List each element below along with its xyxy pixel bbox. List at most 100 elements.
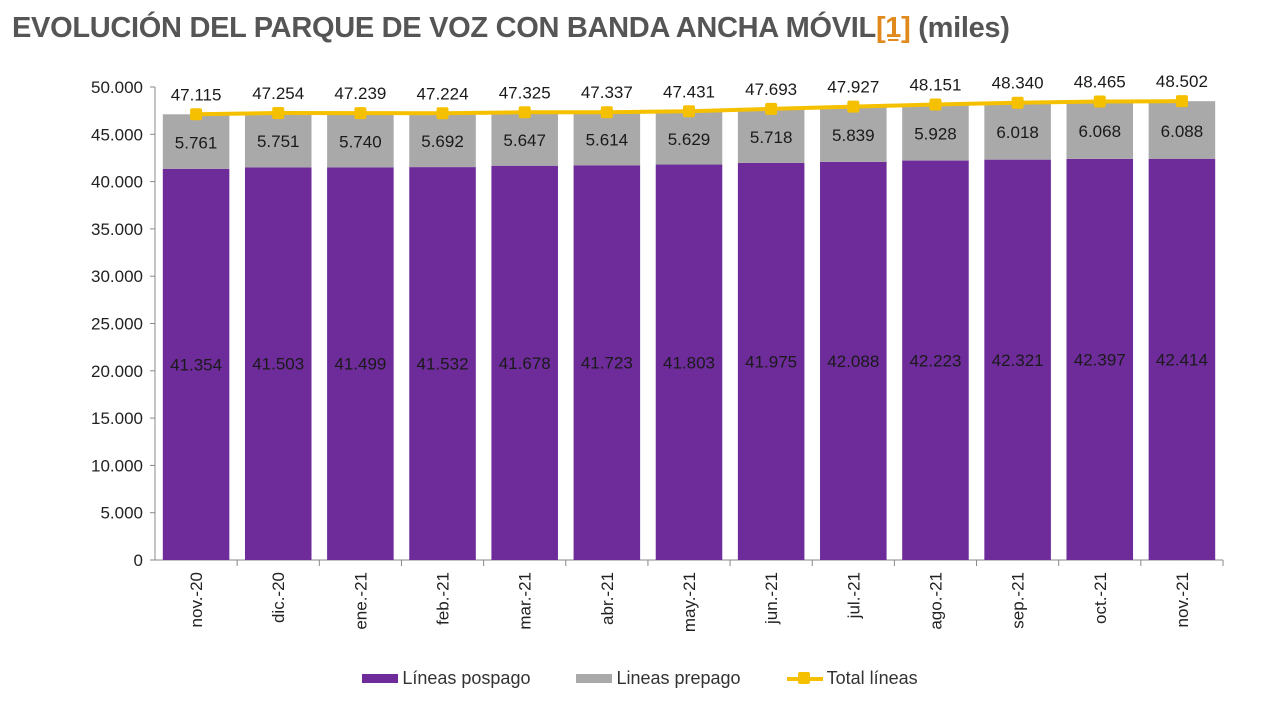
bar-pospago <box>737 162 805 560</box>
y-tick-label: 20.000 <box>91 362 143 381</box>
legend-item-total: Total líneas <box>786 668 918 689</box>
x-tick-label: mar.-21 <box>516 572 535 630</box>
legend-swatch-total <box>786 671 823 684</box>
data-label-pospago: 42.088 <box>827 352 879 371</box>
x-tick-label: jun.-21 <box>762 572 781 625</box>
footnote-link[interactable]: [1] <box>875 12 911 44</box>
x-tick-label: abr.-21 <box>598 572 617 625</box>
data-label-prepago: 5.740 <box>339 132 382 151</box>
bar-prepago <box>327 113 394 168</box>
data-label-pospago: 42.414 <box>1156 350 1208 369</box>
legend-label-prepago: Lineas prepago <box>616 668 741 688</box>
bar-prepago <box>1148 101 1216 159</box>
bar-pospago <box>244 167 312 560</box>
data-label-pospago: 41.532 <box>417 355 469 374</box>
data-label-total: 47.693 <box>745 80 797 99</box>
bar-prepago <box>902 104 969 161</box>
data-label-pospago: 41.499 <box>334 355 386 374</box>
data-label-prepago: 5.761 <box>175 134 218 153</box>
x-tick-label: ago.-21 <box>926 572 945 630</box>
bar-pospago <box>409 167 476 560</box>
chart-title: EVOLUCIÓN DEL PARQUE DE VOZ CON BANDA AN… <box>12 12 1010 45</box>
bar-prepago <box>162 114 230 169</box>
data-label-prepago: 5.718 <box>750 128 793 147</box>
data-label-total: 47.431 <box>663 82 715 101</box>
bar-prepago <box>491 112 558 166</box>
data-label-total: 47.224 <box>417 84 469 103</box>
bar-prepago <box>655 111 723 165</box>
data-label-prepago: 5.692 <box>421 132 464 151</box>
data-label-prepago: 5.647 <box>503 131 546 150</box>
data-label-pospago: 41.803 <box>663 353 715 372</box>
legend-item-pospago: Líneas pospago <box>362 668 530 689</box>
bar-prepago <box>409 113 476 168</box>
data-label-prepago: 5.839 <box>832 126 875 145</box>
bar-pospago <box>984 159 1051 560</box>
data-label-prepago: 5.629 <box>668 130 711 149</box>
legend-item-prepago: Lineas prepago <box>576 668 741 689</box>
data-label-pospago: 41.723 <box>581 354 633 373</box>
y-tick-label: 45.000 <box>91 125 143 144</box>
bar-prepago <box>573 112 641 166</box>
x-tick-label: ene.-21 <box>351 572 370 630</box>
total-marker <box>765 102 778 115</box>
bar-prepago <box>1066 101 1134 159</box>
bar-prepago <box>820 106 887 162</box>
data-label-pospago: 41.503 <box>252 355 304 374</box>
legend-swatch-pospago <box>362 674 399 683</box>
bar-pospago <box>573 165 641 560</box>
bar-pospago <box>820 161 887 560</box>
total-marker <box>272 106 285 119</box>
bar-pospago <box>902 160 969 560</box>
y-tick-label: 35.000 <box>91 220 143 239</box>
total-marker <box>1011 96 1024 109</box>
total-marker <box>1175 95 1188 108</box>
data-label-pospago: 42.397 <box>1074 350 1126 369</box>
bar-prepago <box>737 108 805 163</box>
data-label-pospago: 42.321 <box>992 351 1044 370</box>
total-marker <box>683 105 695 118</box>
data-label-pospago: 41.975 <box>745 352 797 371</box>
y-tick-label: 10.000 <box>91 456 143 475</box>
y-tick-label: 25.000 <box>91 315 143 334</box>
total-marker <box>354 107 367 120</box>
total-marker <box>847 100 860 113</box>
x-tick-label: oct.-21 <box>1091 572 1110 624</box>
chart-title-text: EVOLUCIÓN DEL PARQUE DE VOZ CON BANDA AN… <box>12 12 876 44</box>
data-label-total: 47.325 <box>499 83 551 102</box>
legend-swatch-prepago <box>576 674 613 683</box>
x-tick-label: may.-21 <box>680 572 699 632</box>
data-label-total: 47.254 <box>252 84 304 103</box>
data-label-total: 47.239 <box>334 84 386 103</box>
bar-prepago <box>984 102 1051 160</box>
x-tick-label: nov.-21 <box>1173 572 1192 627</box>
y-tick-label: 5.000 <box>100 504 143 523</box>
data-label-pospago: 42.223 <box>909 351 961 370</box>
data-label-prepago: 6.088 <box>1161 122 1204 141</box>
data-label-total: 47.115 <box>171 85 222 104</box>
legend-label-pospago: Líneas pospago <box>402 668 531 688</box>
data-label-prepago: 5.614 <box>586 131 629 150</box>
total-marker <box>518 106 531 119</box>
chart-legend: Líneas pospago Lineas prepago Total líne… <box>0 668 1280 689</box>
data-label-total: 48.502 <box>1156 72 1208 91</box>
data-label-total: 47.927 <box>827 78 879 97</box>
total-marker <box>1093 95 1106 108</box>
data-label-total: 48.151 <box>909 75 961 94</box>
y-tick-label: 50.000 <box>91 78 143 97</box>
data-label-total: 48.340 <box>992 74 1044 93</box>
bar-pospago <box>655 164 723 560</box>
x-tick-label: feb.-21 <box>434 572 453 625</box>
legend-label-total: Total líneas <box>826 668 918 688</box>
data-label-prepago: 6.068 <box>1078 122 1121 141</box>
y-tick-label: 15.000 <box>91 409 143 428</box>
data-label-total: 47.337 <box>581 83 633 102</box>
total-marker <box>929 98 942 111</box>
data-label-prepago: 6.018 <box>996 123 1039 142</box>
x-tick-label: nov.-20 <box>187 572 206 627</box>
total-marker <box>190 108 203 121</box>
total-marker <box>436 107 449 120</box>
bar-pospago <box>327 167 394 560</box>
bar-pospago <box>1066 158 1134 560</box>
